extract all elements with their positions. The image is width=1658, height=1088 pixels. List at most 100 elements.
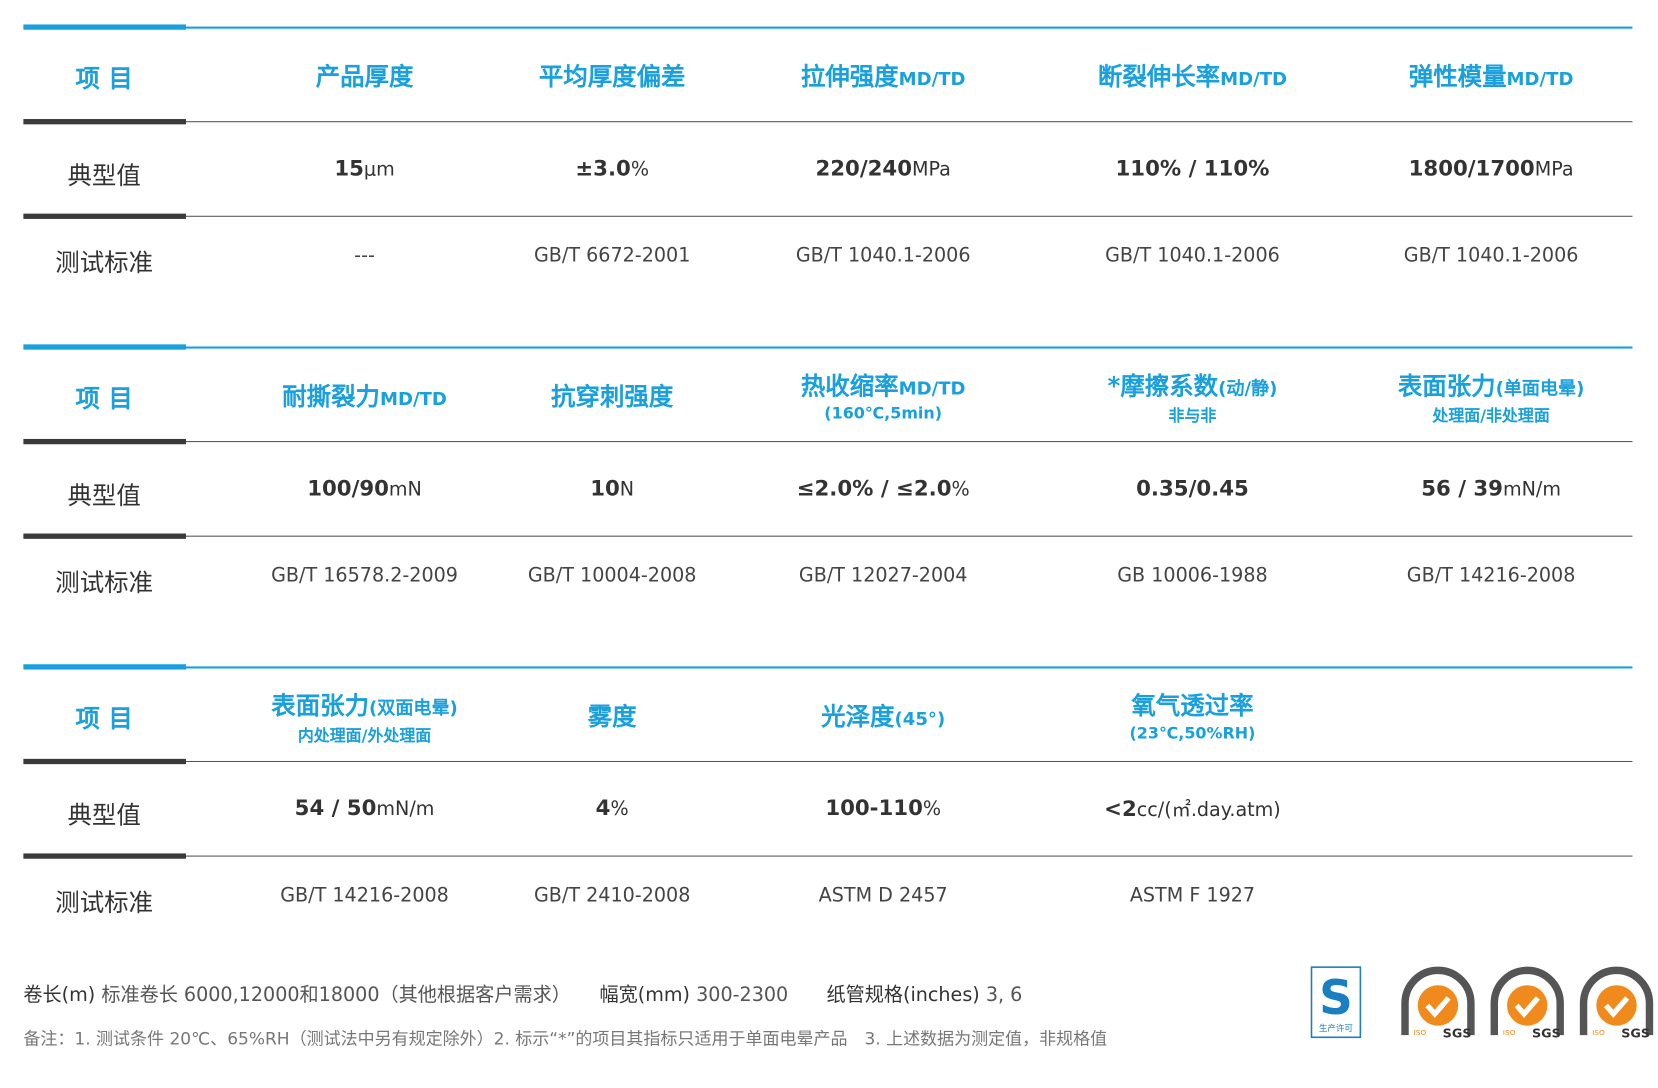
typical-value: <2cc/(㎡.day.atm) [1104,795,1281,823]
typical-value: 1800/1700MPa [1409,155,1574,181]
header-title: 表面张力 [271,692,370,721]
header-unit: MD/TD [1506,69,1574,91]
sgs-iso-logo: SGS ISO [1579,966,1654,1041]
svg-text:SGS: SGS [1621,1026,1650,1041]
row-label-typical: 典型值 [67,162,141,191]
value-number: 1800/1700 [1408,155,1535,181]
footnote: 备注：1. 测试条件 20℃、65%RH（测试法中另有规定除外）2. 标示“*”… [23,1028,1108,1049]
roll-value: 标准卷长 6000,12000和18000（其他根据客户需求） [101,984,562,1007]
column-header: 表面张力(双面电晕) 内处理面/外处理面 [271,686,458,747]
column-header: *摩擦系数(动/静) 非与非 [1108,366,1278,427]
header-title: 平均厚度偏差 [538,63,686,92]
column-header: 表面张力(单面电晕) 处理面/非处理面 [1398,366,1585,427]
value-unit: mN/m [376,798,435,821]
header-title: 产品厚度 [315,63,414,92]
value-unit: mN [388,478,422,501]
core-value: 3, 6 [985,984,1023,1007]
row-label-item: 项 目 [75,705,133,734]
roll-label: 卷长(m) [23,984,96,1007]
value-number: 54 / 50 [294,794,377,821]
column-header: 光泽度(45°) [821,696,945,732]
value-number: 110% / 110% [1115,155,1270,181]
header-subtitle: (23℃,50%RH) [1129,723,1256,743]
test-standard: GB/T 10004-2008 [527,564,697,587]
header-subtitle: 非与非 [1168,405,1217,426]
width-value: 300-2300 [696,984,789,1007]
header-subtitle: 内处理面/外处理面 [297,725,432,746]
typical-value: 15μm [334,155,394,181]
test-standard: ASTM F 1927 [1129,884,1256,907]
value-unit: MPa [911,158,951,181]
value-number: 100-110 [825,794,923,821]
header-unit: MD/TD [1220,69,1288,91]
header-title: 表面张力 [1397,373,1496,401]
value-unit: % [630,158,649,181]
header-unit: MD/TD [379,388,447,411]
column-header: 产品厚度 [316,56,414,92]
typical-value: 220/240MPa [815,155,950,181]
certification-logos: S 生产许可 SGS ISO SGS ISO SGS ISO [1309,965,1655,1042]
sgs-iso-logo: SGS ISO [1401,966,1475,1041]
typical-value: 0.35/0.45 [1136,475,1249,501]
column-header: 弹性模量MD/TD [1409,56,1574,92]
typical-value: 100/90mN [307,475,422,501]
typical-value: 10N [590,475,634,501]
test-standard: GB/T 1040.1-2006 [795,244,971,267]
header-unit: MD/TD [898,378,966,400]
column-header: 平均厚度偏差 [539,56,686,92]
value-number: ±3.0 [575,155,631,181]
header-title: 耐撕裂力 [282,383,380,412]
test-standard: --- [354,244,375,267]
svg-text:生产许可: 生产许可 [1319,1023,1354,1034]
header-subtitle: 处理面/非处理面 [1432,405,1550,426]
test-standard: GB/T 14216-2008 [1406,564,1576,587]
svg-text:ISO: ISO [1503,1028,1516,1037]
test-standard: GB/T 1040.1-2006 [1403,244,1579,267]
typical-value: ≤2.0% / ≤2.0% [797,475,970,501]
typical-value: ±3.0% [575,155,649,181]
column-header: 断裂伸长率MD/TD [1098,56,1287,92]
test-standard: GB/T 12027-2004 [798,564,968,587]
value-unit: MPa [1534,158,1574,181]
test-standard: GB/T 16578.2-2009 [271,564,458,587]
test-standard: ASTM D 2457 [818,884,948,907]
column-header: 拉伸强度MD/TD [801,56,966,92]
header-unit: MD/TD [898,69,966,91]
column-header: 抗穿刺强度 [551,376,673,412]
header-subtitle: (160℃,5min) [824,403,943,423]
row-label-item: 项 目 [75,385,133,414]
value-unit: mN/m [1502,478,1561,501]
test-standard: GB/T 1040.1-2006 [1105,244,1280,267]
width-label: 幅宽(mm) [599,984,691,1007]
spec-section: 项 目典型值 测试标准 耐撕裂力MD/TD 抗穿刺强度 热收缩率MD/TD (160℃,5… [23,344,1633,644]
svg-text:SGS: SGS [1532,1026,1561,1041]
header-title: 抗穿刺强度 [551,383,674,412]
header-unit: (单面电晕) [1495,378,1585,400]
value-unit: μm [363,158,395,181]
value-number: 10 [590,475,620,501]
row-label-standard: 测试标准 [55,249,154,278]
test-standard: GB 10006-1988 [1117,564,1268,587]
column-header: 耐撕裂力MD/TD [282,376,447,412]
svg-text:S: S [1319,972,1353,1026]
value-number: 100/90 [307,475,389,501]
svg-text:ISO: ISO [1592,1028,1605,1037]
typical-value: 54 / 50mN/m [295,795,435,821]
value-number: ≤2.0% / ≤2.0 [796,475,952,501]
typical-value: 56 / 39mN/m [1421,475,1561,501]
value-unit: N [619,478,635,501]
svg-text:ISO: ISO [1414,1028,1427,1037]
row-label-item: 项 目 [75,65,133,94]
header-title: 弹性模量 [1408,63,1507,92]
value-number: 4 [595,794,611,821]
typical-value: 4% [596,795,629,821]
column-header: 雾度 [588,696,637,732]
value-number: 15 [334,155,364,181]
header-title: 热收缩率 [800,373,899,401]
test-standard: GB/T 2410-2008 [533,884,691,907]
value-number: 0.35/0.45 [1136,475,1249,501]
value-unit: % [610,798,629,821]
header-title: 雾度 [587,703,637,732]
